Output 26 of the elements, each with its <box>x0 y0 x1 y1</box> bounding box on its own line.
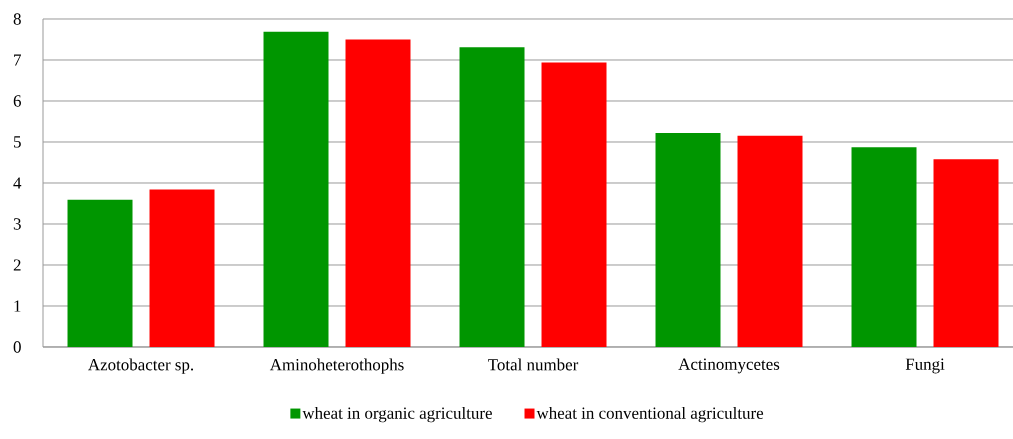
y-tick-label: 7 <box>14 54 22 66</box>
x-tick-label: Azotobacter sp. <box>88 358 194 374</box>
bar <box>851 147 917 347</box>
legend-label: wheat in organic agriculture <box>302 406 492 423</box>
y-tick-label: 4 <box>13 177 22 189</box>
bar <box>933 159 999 347</box>
legend-label: wheat in conventional agriculture <box>536 406 764 423</box>
x-tick-label: Fungi <box>905 358 945 374</box>
x-tick-label: Aminoheterothophs <box>269 358 404 374</box>
bar <box>67 199 133 347</box>
y-tick-label: 3 <box>13 218 21 230</box>
y-tick-label: 5 <box>14 136 21 148</box>
bar <box>737 135 803 347</box>
y-tick-label: 6 <box>13 95 21 107</box>
y-tick-label: 1 <box>14 300 21 312</box>
bar <box>263 31 329 347</box>
y-tick-label: 0 <box>13 341 21 353</box>
bar <box>459 47 525 347</box>
bar <box>149 189 215 347</box>
x-tick-label: Total number <box>488 358 579 371</box>
y-tick-label: 8 <box>13 13 21 25</box>
bar <box>541 62 607 347</box>
x-tick-label: Actinomycetes <box>678 358 780 374</box>
bar <box>655 132 721 347</box>
bar <box>345 39 411 347</box>
y-tick-label: 2 <box>13 259 21 271</box>
